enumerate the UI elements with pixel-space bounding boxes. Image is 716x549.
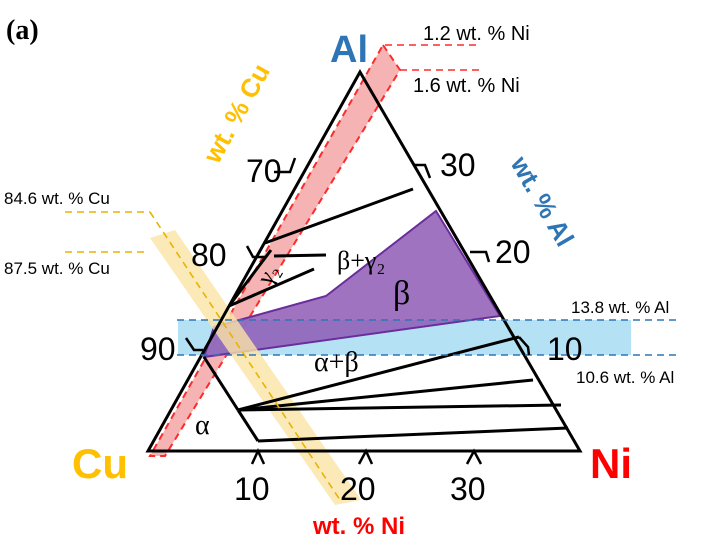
ternary-triangle <box>145 68 583 453</box>
cu-tick-label: 90 <box>140 331 176 367</box>
vertex-label-cu: Cu <box>72 440 128 487</box>
annotation-guides <box>65 44 680 501</box>
al-tick-label: 30 <box>440 147 476 183</box>
cu-composition-band <box>150 230 361 505</box>
al-tick-label: 10 <box>547 331 583 367</box>
vertex-label-ni: Ni <box>590 440 632 487</box>
phase-label-beta-gamma2: β+γ₂ <box>337 246 385 275</box>
cu-tick-label: 70 <box>246 153 282 189</box>
ni-tick-label: 20 <box>340 471 376 507</box>
cu-tick-label: 80 <box>191 237 227 273</box>
ni-axis-title: wt. % Ni <box>312 513 405 540</box>
annotation-cu-high: 84.6 wt. % Cu <box>4 189 110 208</box>
phase-boundaries <box>202 187 569 443</box>
annotation-ni-low: 1.2 wt. % Ni <box>423 23 530 45</box>
ni-tick-label: 30 <box>450 471 486 507</box>
ni-tick-label: 10 <box>234 471 270 507</box>
annotation-al-low: 10.6 wt. % Al <box>576 368 674 387</box>
annotation-al-high: 13.8 wt. % Al <box>571 298 669 317</box>
annotation-ni-high: 1.6 wt. % Ni <box>413 75 520 97</box>
phase-label-alpha: α <box>195 410 210 441</box>
vertex-label-al: Al <box>330 29 368 71</box>
phase-label-alpha-beta: α+β <box>314 347 359 378</box>
panel-label: (a) <box>6 15 39 46</box>
phase-label-beta: β <box>393 275 410 312</box>
al-tick-label: 20 <box>495 234 531 270</box>
tick-marks <box>184 157 531 465</box>
annotation-cu-low: 87.5 wt. % Cu <box>4 259 110 278</box>
